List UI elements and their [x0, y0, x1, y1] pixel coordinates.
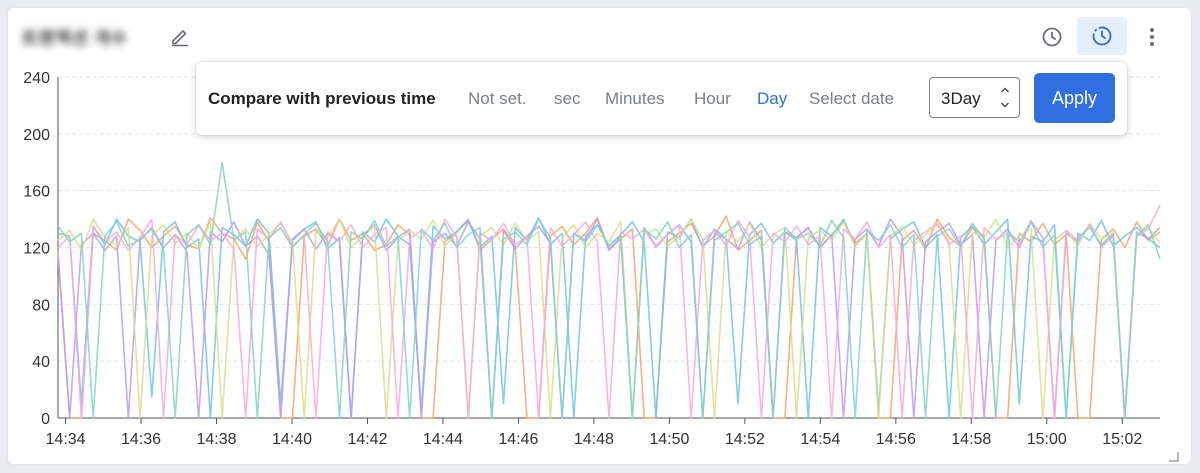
series-line-6: [57, 161, 1161, 419]
y-tick-label: 80: [32, 297, 50, 314]
up-down-arrows-icon[interactable]: [999, 84, 1011, 112]
x-tick-label: 14:46: [498, 431, 538, 448]
compare-option-minutes[interactable]: Minutes: [605, 89, 665, 108]
y-tick-label: 0: [41, 411, 50, 428]
y-tick-label: 120: [23, 241, 50, 258]
compare-time-button[interactable]: [1077, 17, 1127, 55]
x-tick-label: 15:02: [1102, 431, 1142, 448]
compare-heading: Compare with previous time: [208, 89, 436, 108]
x-tick-label: 14:44: [423, 431, 463, 448]
compare-option-sec[interactable]: sec: [554, 89, 581, 108]
widget-title: 트랜잭션 개수: [22, 29, 128, 48]
x-tick-label: 14:36: [121, 431, 161, 448]
compare-popover: Compare with previous time Not set. sec …: [196, 62, 1127, 135]
resize-handle-icon[interactable]: [1166, 449, 1180, 463]
y-tick-label: 200: [23, 127, 50, 144]
clock-icon: [1042, 27, 1062, 47]
x-tick-label: 14:52: [725, 431, 765, 448]
day-count-stepper[interactable]: 3Day: [929, 77, 1020, 118]
x-tick-label: 14:54: [800, 431, 840, 448]
x-tick-label: 14:38: [196, 431, 236, 448]
x-tick-label: 14:58: [951, 431, 991, 448]
y-tick-label: 40: [32, 354, 50, 371]
more-options-button[interactable]: [1138, 20, 1166, 54]
clock-history-icon: [1092, 26, 1112, 46]
x-tick-label: 15:00: [1027, 431, 1067, 448]
time-range-button[interactable]: [1034, 20, 1070, 54]
compare-option-select-date[interactable]: Select date: [809, 89, 895, 108]
series-line-5: [57, 204, 1161, 419]
compare-option-not-set[interactable]: Not set.: [468, 89, 527, 108]
y-tick-label: 240: [23, 70, 50, 87]
x-tick-label: 14:42: [347, 431, 387, 448]
series-line-3: [57, 218, 1161, 419]
compare-option-day[interactable]: Day: [757, 89, 788, 108]
compare-option-hour[interactable]: Hour: [694, 89, 731, 108]
x-tick-label: 14:56: [876, 431, 916, 448]
day-count-value: 3Day: [941, 89, 981, 108]
apply-button[interactable]: Apply: [1034, 73, 1115, 123]
pencil-icon: [172, 30, 188, 47]
edit-title-button[interactable]: [164, 20, 196, 52]
x-tick-label: 14:34: [46, 431, 86, 448]
x-tick-label: 14:48: [574, 431, 614, 448]
y-tick-label: 160: [23, 184, 50, 201]
kebab-menu-icon: [1150, 28, 1154, 46]
x-tick-label: 14:50: [649, 431, 689, 448]
x-tick-label: 14:40: [272, 431, 312, 448]
series-line-4: [57, 218, 1161, 419]
